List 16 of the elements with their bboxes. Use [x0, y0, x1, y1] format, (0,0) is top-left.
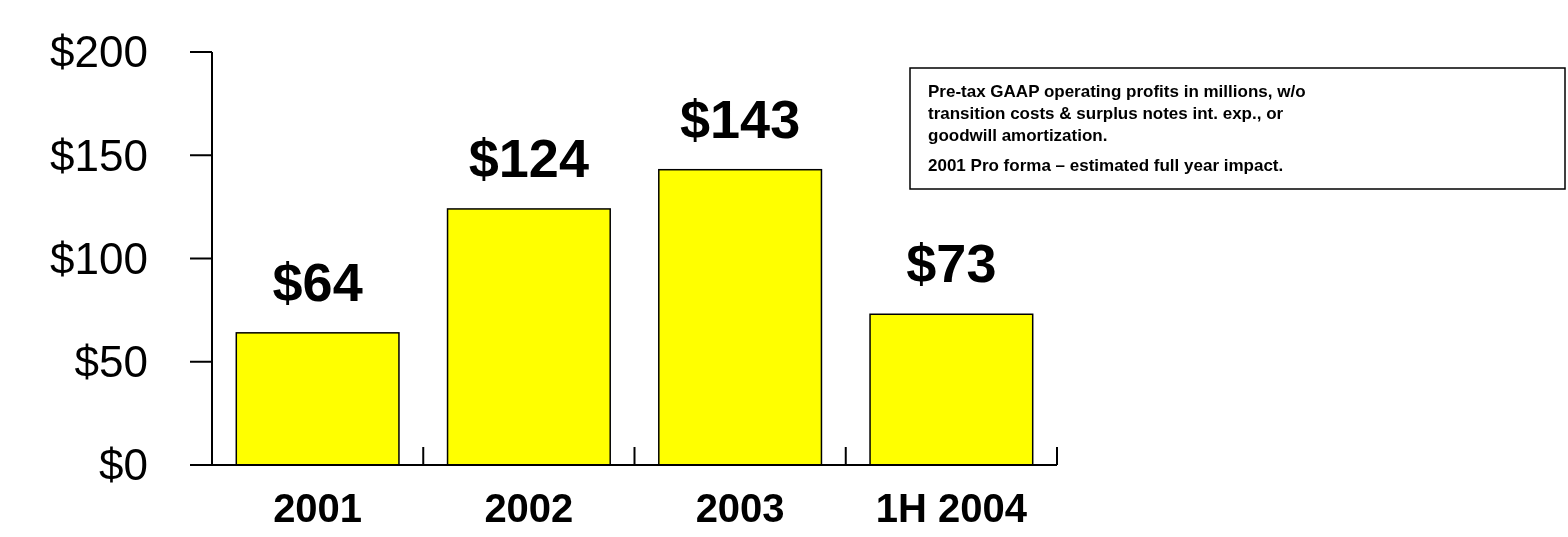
annotation: 2001 Pro forma – estimated full year impact.	[928, 156, 1284, 175]
y-tick-label: $0	[99, 440, 148, 490]
data-label: $143	[680, 88, 801, 149]
data-label: $73	[906, 233, 997, 294]
y-tick-label: $50	[74, 337, 148, 387]
y-tick-label: $200	[50, 27, 148, 77]
x-tick-label: 2001	[273, 486, 363, 530]
y-tick-label: $100	[50, 233, 148, 283]
y-tick-label: $150	[50, 130, 148, 180]
data-label: $124	[468, 127, 589, 188]
x-tick-label: 1H 2004	[875, 486, 1028, 530]
annotation: Pre-tax GAAP operating profits in millions, w/o transition costs & surplus notes int. exp., or goodwill amortization.	[928, 82, 1306, 145]
note-box: Pre-tax GAAP operating profits in millions, w/o transition costs & surplus notes int. exp., or goodwill amortization. 2001 Pro forma – estimated full year impact.	[909, 67, 1566, 190]
x-tick-label: 2003	[695, 486, 785, 530]
data-label: $64	[272, 251, 363, 312]
x-tick-label: 2002	[484, 486, 574, 530]
